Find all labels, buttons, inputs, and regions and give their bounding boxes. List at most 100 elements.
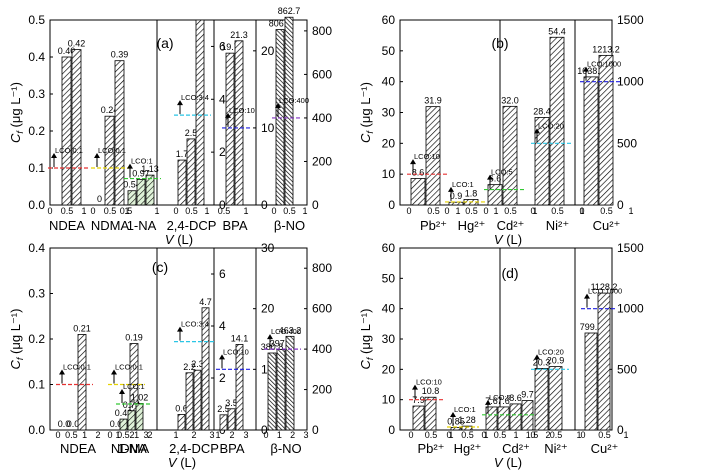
x-tick-label: 3 <box>143 430 148 440</box>
x-tick-label: 0 <box>408 430 413 440</box>
lco-arrowhead <box>177 326 183 332</box>
data-label: 0.6 <box>175 403 188 413</box>
group-name: 1-NA <box>117 441 147 456</box>
group-name: NDMA <box>91 218 130 233</box>
bar <box>127 190 137 206</box>
lco-arrowhead <box>275 102 281 108</box>
lco-arrowhead <box>219 354 225 360</box>
y-tick-label: 0.1 <box>28 161 45 175</box>
y-tick-label: 20 <box>382 136 396 150</box>
x-tick-label: 0 <box>263 430 268 440</box>
data-label: 0.0 <box>67 419 80 429</box>
y-tick-label: 0 <box>388 198 395 212</box>
x-tick-label: 2 <box>147 430 152 440</box>
y-tick-label: 0 <box>388 423 395 437</box>
y-tick-label: 2 <box>219 145 226 159</box>
lco-arrowhead <box>487 174 493 180</box>
bar <box>201 307 210 431</box>
y-tick-label: 0.3 <box>28 87 45 101</box>
x-tick-label: 1 <box>215 430 220 440</box>
data-label: 0.19 <box>125 333 143 343</box>
data-label: 6.6 <box>489 174 502 184</box>
x-tick-label: 0.5 <box>104 206 117 216</box>
y-tick-label: 30 <box>382 106 396 120</box>
data-label: 19.7 <box>221 42 239 52</box>
bar <box>598 54 614 206</box>
x-tick-label: 0.5 <box>504 206 517 216</box>
bar <box>127 410 136 431</box>
group-name: NDMA <box>111 441 150 456</box>
bar <box>534 368 549 431</box>
bar <box>276 349 286 431</box>
data-label: 0.9 <box>450 191 463 201</box>
y-axis-label: Cf (μg L⁻¹) <box>8 82 25 143</box>
y-tick-label: 0 <box>261 423 268 437</box>
data-label: 9.7 <box>521 390 534 400</box>
y-tick-label: 0 <box>219 198 226 212</box>
data-label: 0.24 <box>101 105 119 115</box>
y-tick-label: 4 <box>219 92 226 106</box>
x-tick-label: 0 <box>47 206 52 216</box>
x-tick-label: 1 <box>302 206 307 216</box>
x-tick-label: 1 <box>493 206 498 216</box>
y-axis-label: Cf (μg L⁻¹) <box>8 309 25 370</box>
bar <box>177 413 186 431</box>
bar-group-ndea: 0.400.42 LCO:0.1 0 0.5 1 NDEA <box>47 39 88 233</box>
bar <box>275 29 285 206</box>
y-tick-label: 6 <box>219 267 226 281</box>
y-tick-label: 0 <box>261 198 268 212</box>
x-tick-label: 0.5 <box>494 430 507 440</box>
x-tick-label: 0.5 <box>120 206 133 216</box>
lco-arrowhead <box>177 100 183 106</box>
x-tick-label: 0.5 <box>461 430 474 440</box>
data-label: 20.9 <box>547 356 565 366</box>
data-label: 0.74 <box>123 400 141 410</box>
x-tick-label: 1 <box>513 430 518 440</box>
bar <box>71 49 82 206</box>
data-label: 397.8 <box>270 339 293 349</box>
lco-label: LCO:5 <box>491 168 513 177</box>
y-tick-label: 30 <box>382 332 396 346</box>
data-label: 806.1 <box>269 19 292 29</box>
y-tick-label: 60 <box>382 241 396 255</box>
x-tick-label: 1.5 <box>526 430 539 440</box>
x-tick-label: 0.5 <box>61 206 74 216</box>
bar <box>448 201 464 206</box>
data-label: 2.5 <box>217 404 230 414</box>
x-tick-label: 0 <box>271 206 276 216</box>
x-tick-label: 1 <box>455 206 460 216</box>
lco-label: LCO:1 <box>131 157 153 166</box>
bar <box>104 115 115 206</box>
y-tick-label: 50 <box>382 271 396 285</box>
y-axis-label: Cf (μg L⁻¹) <box>358 309 375 370</box>
data-label: 2.3 <box>191 359 204 369</box>
y-tick-label: 500 <box>617 362 637 376</box>
data-label: 1.13 <box>141 164 159 174</box>
data-label: 0.42 <box>68 39 86 49</box>
y-tick-label: 800 <box>312 24 332 38</box>
x-tick-label: 0.5 <box>550 430 563 440</box>
x-tick-label: 0.5 <box>218 206 231 216</box>
lco-label: LCO:1000 <box>588 287 622 296</box>
data-label: 1.28 <box>458 415 476 425</box>
x-axis-label: V (L) <box>494 455 522 470</box>
data-label: 0.42 <box>115 408 133 418</box>
bar <box>61 56 72 206</box>
x-tick-label: 1 <box>81 206 86 216</box>
y-tick-label: 1500 <box>617 13 644 27</box>
group-name: NDEA <box>49 218 85 233</box>
panel-label: (c) <box>152 259 168 275</box>
bar <box>234 40 244 206</box>
data-label: 3.5 <box>225 398 238 408</box>
lco-label: LCO:10 <box>229 106 255 115</box>
bar <box>597 292 611 431</box>
bar-group-24dcp: 1.7 2.5 LCO:3.4 0 0.5 1 2,4-DCP <box>167 19 216 233</box>
lco-arrowhead <box>412 384 418 390</box>
lco-arrowhead <box>410 159 416 165</box>
y-tick-label: 0.0 <box>28 423 45 437</box>
bar <box>267 352 277 431</box>
data-label: 380.8 <box>261 342 284 352</box>
